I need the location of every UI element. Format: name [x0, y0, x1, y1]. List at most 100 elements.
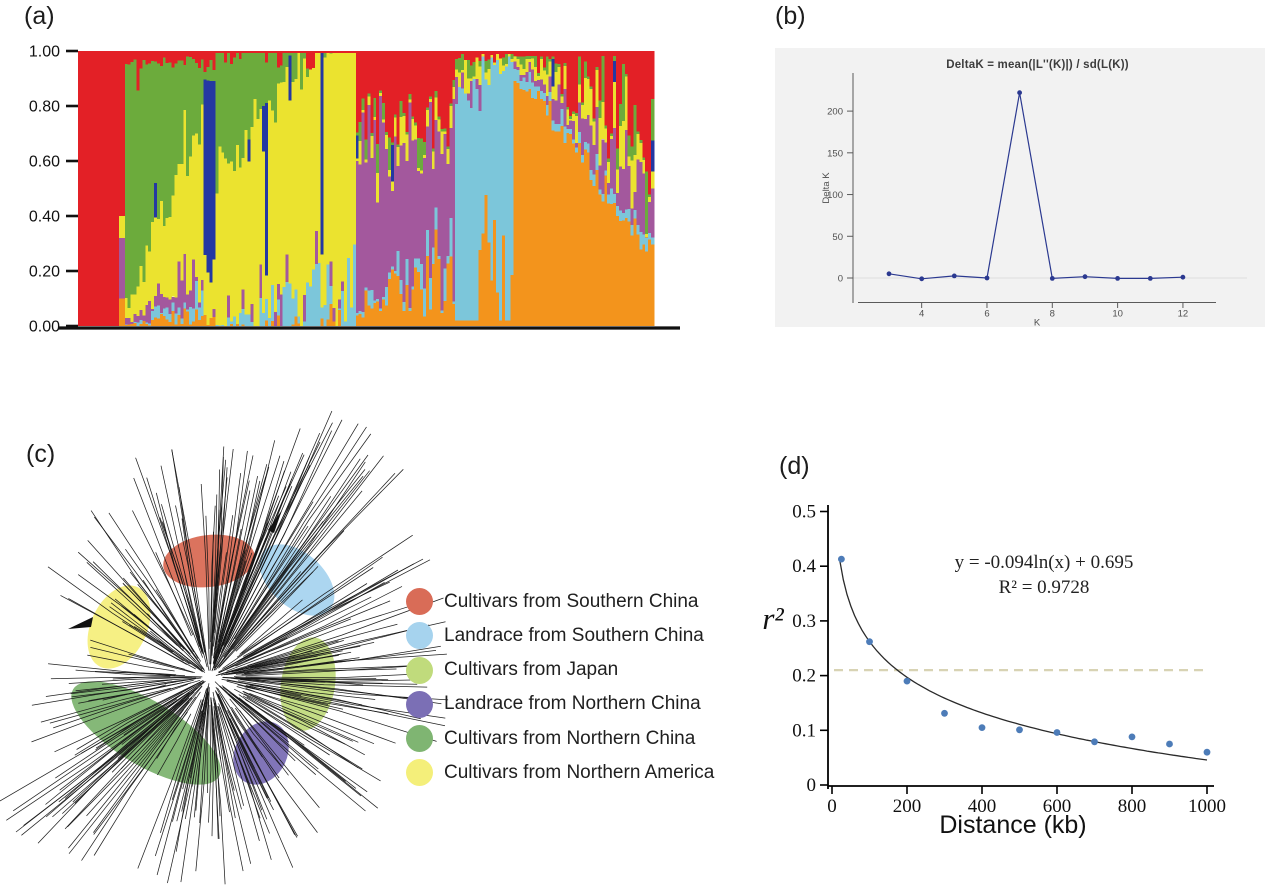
tree-branch	[232, 696, 290, 743]
tree-branch	[108, 512, 199, 659]
ld-x-tick-label: 400	[968, 796, 997, 817]
deltak-y-tick-label: 200	[827, 107, 843, 118]
ld-fit-equation: y = -0.094ln(x) + 0.695	[954, 552, 1134, 573]
tree-branch	[31, 683, 189, 743]
legend-item: Cultivars from Japan	[406, 656, 714, 684]
tree-branch	[236, 567, 374, 658]
tree-branch	[244, 618, 352, 662]
tree-branch	[231, 706, 280, 779]
panel-d-label: (d)	[779, 452, 810, 480]
tree-branch	[31, 678, 196, 706]
tree-branch	[242, 691, 359, 743]
deltak-plot: 0 50 100 150 200 4 6 8 10 12 K Delta K	[775, 48, 1265, 329]
structure-plot: 1.00 0.80 0.60 0.40 0.20 0.00	[29, 44, 680, 336]
tree-branch	[87, 654, 175, 672]
tree-branch	[213, 552, 227, 647]
tree-branch	[241, 534, 413, 654]
tree-branch	[226, 657, 360, 675]
tree-branch	[243, 558, 424, 657]
tree-branch	[214, 699, 242, 810]
tree-branch	[210, 699, 214, 837]
ld-x-tick-label: 1000	[1188, 796, 1226, 817]
deltak-data-point	[1180, 274, 1186, 280]
tree-branch	[246, 696, 359, 769]
tree-branch	[241, 668, 397, 676]
tree-branch	[52, 699, 184, 818]
tree-legend: Cultivars from Southern China Landrace fr…	[406, 588, 714, 794]
tree-branch	[55, 698, 178, 779]
tree-branch	[239, 710, 289, 776]
structure-y-tick-label: 0.60	[29, 154, 60, 171]
tree-branch	[215, 686, 256, 760]
structure-y-tick-label: 0.40	[29, 209, 60, 226]
ld-y-tick-label: 0.5	[792, 502, 816, 523]
tree-branch	[213, 476, 258, 661]
tree-branch	[235, 677, 389, 681]
tree-branch	[156, 711, 188, 759]
legend-item: Cultivars from Northern China	[406, 725, 714, 753]
tree-branch	[245, 687, 396, 744]
tree-branch	[235, 566, 319, 652]
tree-branch	[234, 707, 282, 767]
ld-y-tick-label: 0.3	[792, 611, 816, 632]
tree-branch	[230, 677, 364, 686]
legend-swatch-icon	[406, 759, 433, 787]
tree-branch	[157, 713, 192, 776]
tree-branch	[206, 687, 210, 794]
tree-branch	[217, 705, 244, 806]
ld-y-tick-label: 0.2	[792, 666, 816, 687]
tree-branch	[209, 531, 214, 671]
tree-branch	[238, 697, 357, 789]
tree-branch	[129, 571, 184, 641]
tree-branch	[215, 712, 244, 872]
ld-trend-curve	[838, 558, 1208, 761]
tree-branch	[245, 674, 410, 679]
deltak-data-point	[951, 273, 957, 279]
tree-branch	[134, 626, 192, 665]
tree-branch	[238, 473, 396, 645]
tree-branch	[93, 709, 185, 833]
tree-branch	[249, 685, 302, 697]
tree-branch	[142, 579, 193, 653]
tree-branch	[223, 520, 324, 658]
tree-branch	[21, 691, 193, 836]
deltak-data-point	[1147, 276, 1153, 281]
tree-branch	[62, 691, 195, 814]
tree-branch	[146, 477, 203, 654]
tree-branch	[211, 701, 221, 817]
structure-y-tick-label: 0.20	[29, 264, 60, 281]
tree-branch	[219, 707, 261, 819]
deltak-data-point	[984, 275, 990, 281]
tree-branch	[217, 623, 398, 676]
ld-y-axis-label: r²	[762, 601, 784, 636]
tree-branch	[239, 651, 352, 673]
legend-item: Landrace from Southern China	[406, 622, 714, 650]
tree-branch	[208, 704, 212, 823]
tree-branch	[132, 510, 194, 636]
tree-branch	[218, 706, 260, 842]
tree-branch	[230, 637, 288, 668]
tree-branch	[64, 697, 192, 830]
tree-branch	[172, 710, 202, 822]
tree-branch	[53, 682, 192, 729]
ld-data-point	[1053, 729, 1061, 736]
structure-bars	[78, 51, 655, 327]
tree-branch	[224, 581, 390, 670]
ld-data-point	[1016, 726, 1023, 734]
tree-branch	[211, 456, 224, 656]
legend-swatch-icon	[406, 656, 433, 684]
deltak-y-tick-label: 100	[827, 190, 843, 201]
tree-branch	[90, 639, 196, 674]
tree-branch	[214, 681, 296, 762]
tree-branch	[101, 677, 197, 685]
ld-points	[838, 555, 1211, 756]
tree-branch	[215, 455, 384, 671]
tree-branch	[214, 515, 234, 651]
deltak-y-tick-label: 50	[832, 232, 843, 243]
deltak-data-point	[1082, 274, 1088, 280]
tree-branch	[239, 599, 303, 655]
tree-branch	[228, 422, 333, 636]
tree-branch	[210, 505, 216, 643]
tree-branch	[215, 480, 261, 659]
